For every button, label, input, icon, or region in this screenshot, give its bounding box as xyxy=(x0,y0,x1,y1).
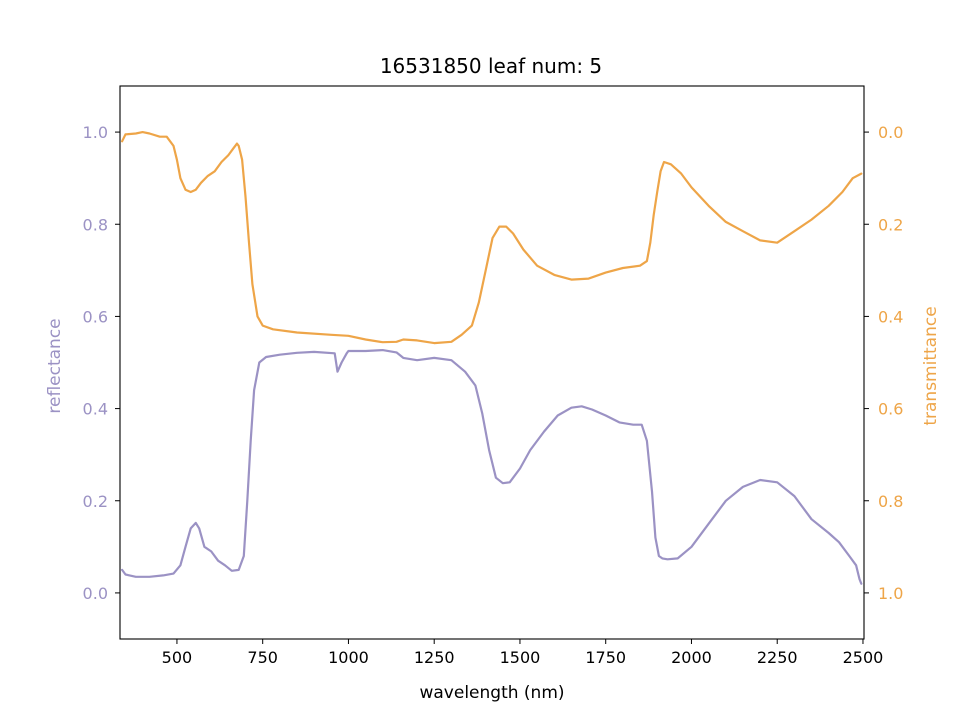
left-y-tick-label: 0.2 xyxy=(83,492,108,511)
left-y-tick-label: 0.0 xyxy=(83,584,108,603)
right-y-tick-label: 0.8 xyxy=(878,492,903,511)
right-y-tick-label: 0.6 xyxy=(878,400,903,419)
right-y-tick-label: 1.0 xyxy=(878,584,903,603)
right-axis-label: transmittance xyxy=(921,306,941,425)
x-tick-label: 1750 xyxy=(585,648,626,667)
left-y-tick-label: 0.4 xyxy=(83,400,108,419)
transmittance-line xyxy=(121,131,863,345)
x-tick-label: 750 xyxy=(247,648,278,667)
right-y-tick-label: 0.4 xyxy=(878,307,903,326)
left-y-tick-label: 0.6 xyxy=(83,307,108,326)
x-tick-label: 1500 xyxy=(500,648,541,667)
right-y-tick-label: 0.0 xyxy=(878,123,903,142)
reflectance-line xyxy=(121,349,863,585)
plot-frame xyxy=(119,85,865,640)
x-tick-label: 1000 xyxy=(328,648,369,667)
x-tick-label: 1250 xyxy=(414,648,455,667)
right-y-tick-label: 0.2 xyxy=(878,215,903,234)
chart-title: 16531850 leaf num: 5 xyxy=(380,54,602,78)
x-axis-label: wavelength (nm) xyxy=(419,683,564,703)
left-y-tick-label: 0.8 xyxy=(83,215,108,234)
x-tick-label: 500 xyxy=(162,648,193,667)
x-tick-label: 2250 xyxy=(757,648,798,667)
x-tick-label: 2500 xyxy=(843,648,884,667)
x-tick-label: 2000 xyxy=(671,648,712,667)
left-axis-label: reflectance xyxy=(45,318,65,413)
left-y-tick-label: 1.0 xyxy=(83,123,108,142)
